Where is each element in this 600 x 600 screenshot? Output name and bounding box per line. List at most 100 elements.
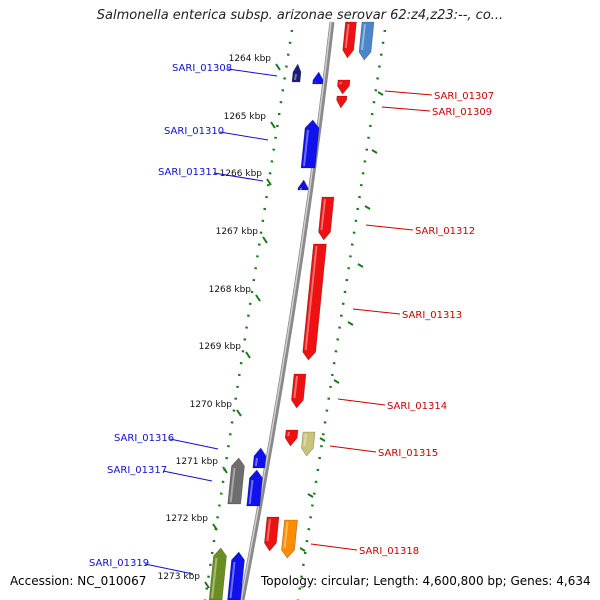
tick-mark	[236, 409, 242, 417]
gene-arrow	[227, 457, 245, 505]
label-leader	[227, 68, 278, 77]
accession-label: Accession: NC_010067	[10, 574, 147, 588]
gene-arrow-shine	[361, 23, 366, 51]
tick-mark	[371, 149, 378, 154]
gene-arrow	[281, 519, 298, 559]
gene-arrow-shine	[303, 433, 307, 447]
gene-arrow-shine	[339, 81, 342, 85]
gene-arrow-shine	[248, 479, 254, 505]
label-leader	[144, 563, 194, 575]
gene-arrow	[291, 373, 307, 409]
gene-arrow	[297, 179, 309, 191]
tick-mark	[245, 351, 251, 359]
gene-arrow-shine	[293, 375, 298, 399]
tick-label: 1269 kbp	[199, 342, 242, 352]
label-leader	[162, 470, 213, 482]
gene-arrow	[318, 196, 335, 241]
tick-mark	[222, 466, 228, 474]
tick-label: 1270 kbp	[190, 400, 233, 410]
gene-label-sari_01309: SARI_01309	[432, 107, 492, 118]
label-leader	[219, 131, 269, 141]
tick-mark	[333, 379, 340, 384]
tick-mark	[377, 91, 384, 96]
gene-label-sari_01318: SARI_01318	[359, 546, 419, 557]
tick-mark	[270, 121, 276, 129]
tick-label: 1271 kbp	[176, 457, 219, 467]
tick-mark	[275, 63, 281, 71]
tick-label: 1267 kbp	[216, 227, 259, 237]
tick-label: 1268 kbp	[209, 285, 252, 295]
label-leader	[213, 172, 264, 182]
gene-arrow-shine	[294, 73, 297, 81]
label-leader	[365, 224, 414, 231]
gene-arrow-shine	[229, 561, 236, 599]
gene-arrow	[358, 21, 375, 61]
genome-backbone	[239, 21, 335, 600]
tick-mark	[357, 263, 364, 268]
gene-label-sari_01313: SARI_01313	[402, 310, 462, 321]
topology-label: Topology: circular; Length: 4,600,800 bp…	[261, 574, 591, 588]
gene-arrow-shine	[344, 23, 350, 49]
gene-arrow-shine	[229, 467, 236, 503]
gene-arrow	[291, 63, 302, 83]
gene-arrow	[301, 431, 316, 457]
gene-label-sari_01316: SARI_01316	[114, 433, 174, 444]
gene-label-sari_01315: SARI_01315	[378, 448, 438, 459]
gene-arrow	[336, 95, 348, 109]
gene-label-sari_01319: SARI_01319	[89, 558, 149, 569]
gene-arrow-shine	[304, 245, 318, 351]
gene-arrow	[227, 551, 245, 600]
gene-arrow	[342, 21, 357, 59]
genome-backbone-highlight	[240, 21, 332, 600]
gene-arrow	[252, 447, 267, 469]
gene-arrow	[246, 469, 263, 507]
gene-arrow	[337, 79, 351, 95]
gene-arrow	[300, 119, 320, 169]
gene-arrow-shine	[266, 518, 271, 542]
gene-features	[208, 21, 375, 600]
gene-label-sari_01308: SARI_01308	[172, 63, 232, 74]
gene-arrow	[284, 429, 299, 447]
label-leader	[169, 438, 219, 450]
label-leader	[352, 308, 401, 315]
right-track-line	[296, 29, 387, 600]
gene-arrow-shine	[211, 557, 218, 599]
gene-labels: SARI_01308 SARI_01310 SARI_01311 SARI_01316…	[89, 63, 494, 575]
tick-mark	[204, 581, 210, 589]
page-title: Salmonella enterica subsp. arizonae sero…	[96, 8, 504, 23]
tick-mark	[262, 236, 268, 244]
label-leader	[384, 90, 433, 96]
gene-label-sari_01312: SARI_01312	[415, 226, 475, 237]
tick-label: 1266 kbp	[220, 169, 263, 179]
tick-label: 1264 kbp	[229, 54, 272, 64]
label-leader	[310, 543, 358, 551]
tick-mark	[299, 547, 306, 552]
gene-arrow-shine	[287, 431, 290, 437]
gene-arrow-shine	[254, 457, 258, 467]
tick-mark	[255, 294, 261, 302]
tick-label: 1272 kbp	[166, 514, 209, 524]
tick-label: 1273 kbp	[158, 572, 201, 582]
gene-label-sari_01307: SARI_01307	[434, 91, 494, 102]
gene-arrow	[208, 547, 227, 600]
gene-arrow	[312, 71, 324, 85]
tick-label: 1265 kbp	[224, 112, 267, 122]
tick-mark	[212, 523, 218, 531]
label-leader	[337, 398, 386, 406]
gene-label-sari_01317: SARI_01317	[107, 465, 167, 476]
tick-mark	[266, 178, 272, 186]
label-leader	[381, 106, 431, 112]
label-leader	[329, 445, 377, 453]
gene-arrow	[302, 243, 327, 361]
gene-arrow-shine	[283, 521, 289, 549]
track-lines	[203, 21, 387, 600]
gene-arrow-shine	[303, 129, 309, 167]
gene-label-sari_01314: SARI_01314	[387, 401, 447, 412]
tick-mark	[364, 205, 371, 210]
left-track-line	[203, 29, 294, 600]
tick-mark	[319, 437, 326, 442]
tick-mark	[347, 321, 354, 326]
gene-arrow-shine	[320, 198, 326, 231]
